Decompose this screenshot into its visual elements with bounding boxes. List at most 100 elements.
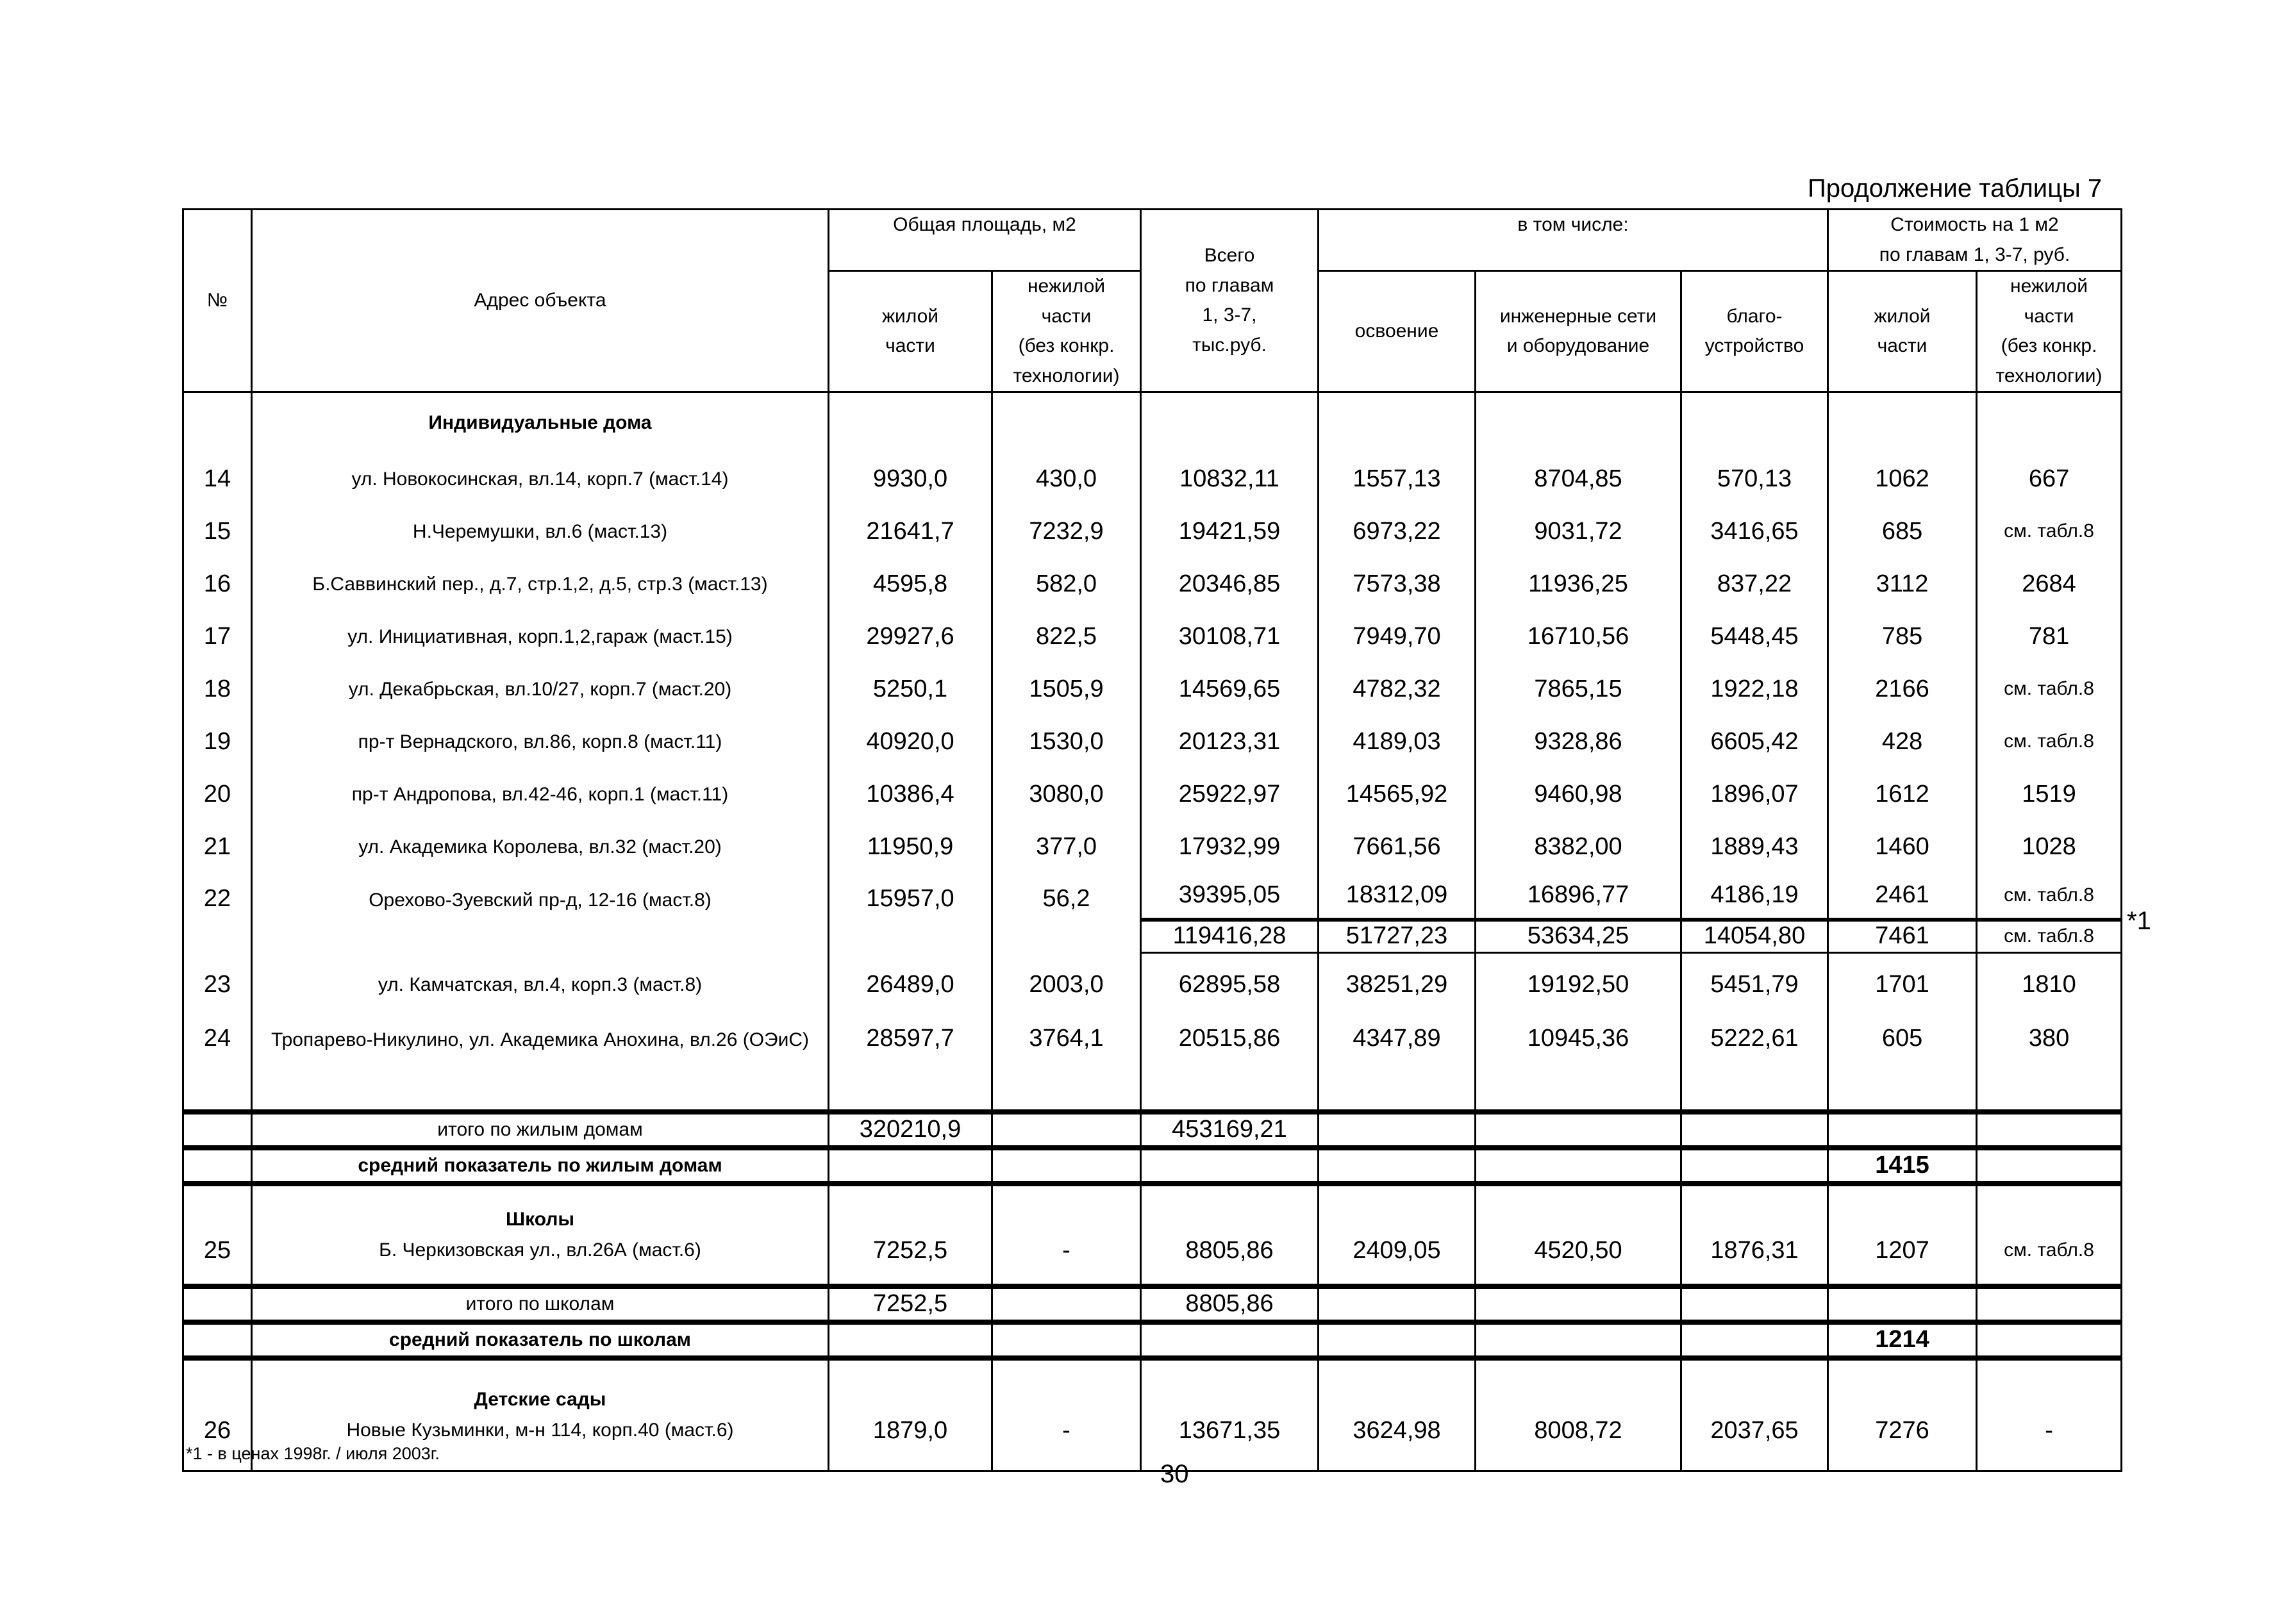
empty-cell <box>1976 1283 2123 1325</box>
cell-dev: 1557,13 <box>1317 452 1476 506</box>
cell-land: 1876,31 <box>1679 1182 1829 1287</box>
cell-living: 40920,0 <box>828 715 993 768</box>
cell-cost-living: 3112 <box>1827 558 1978 611</box>
section-title: Детские сады <box>474 1389 606 1411</box>
cell-living: 4595,8 <box>828 558 993 611</box>
empty-cell <box>1679 1145 1829 1186</box>
subtotal-row: итого по жилым домам 320210,9 453169,21 <box>182 1109 2123 1150</box>
cell-no: 26 <box>182 1357 253 1472</box>
average-label: средний показатель по школам <box>251 1319 829 1361</box>
empty-cell <box>1474 1283 1682 1325</box>
empty-cell <box>828 392 993 453</box>
cell-living: 7252,5 <box>828 1182 993 1287</box>
line: нежилой <box>1027 276 1106 297</box>
cell-no: 18 <box>182 663 253 716</box>
header-area: Общая площадь, м2 <box>828 208 1142 272</box>
cell-dev: 3624,98 <box>1317 1357 1476 1472</box>
header-incl-dev: освоение <box>1317 270 1476 393</box>
cell-alt-eng: 53634,25 <box>1474 917 1682 954</box>
subtotal-total: 8805,86 <box>1140 1283 1319 1325</box>
table-row: 21 ул. Академика Королева, вл.32 (маст.20… <box>182 820 2123 874</box>
header-total-line: Всего <box>1204 245 1255 266</box>
line: нежилой <box>2010 276 2088 297</box>
cell-nonliving: 2003,0 <box>991 952 1142 1017</box>
cell-no: 23 <box>182 952 253 1017</box>
table-row: 20 пр-т Андропова, вл.42-46, корп.1 (маст… <box>182 768 2123 821</box>
cell-cost-living: 1062 <box>1827 452 1978 506</box>
cell-dev: 6973,22 <box>1317 505 1476 558</box>
cell-dev: 38251,29 <box>1317 952 1476 1017</box>
cell-eng: 8382,00 <box>1474 820 1682 874</box>
table-row: 18 ул. Декабрьская, вл.10/27, корп.7 (мас… <box>182 663 2123 716</box>
empty-cell <box>182 1283 253 1325</box>
empty-cell <box>991 1109 1142 1150</box>
cell-total: 20346,85 <box>1140 558 1319 611</box>
empty-cell <box>828 1319 993 1361</box>
header-cost: Стоимость на 1 м2 по главам 1, 3-7, руб. <box>1827 208 2123 272</box>
cell-total: 13671,35 <box>1140 1357 1319 1472</box>
cell-dev: 7661,56 <box>1317 820 1476 874</box>
header-cost-nonliving: нежилой части (без конкр. технологии) <box>1976 270 2123 393</box>
empty-cell <box>1317 1283 1476 1325</box>
cell-eng: 10945,36 <box>1474 1016 1682 1112</box>
cell-land: 4186,19 <box>1679 873 1829 922</box>
header-incl-land: благо-устройство <box>1679 270 1829 393</box>
cell-total: 8805,86 <box>1140 1182 1319 1287</box>
table-row: 24 Тропарево-Никулино, ул. Академика Анох… <box>182 1016 2123 1112</box>
empty-cell <box>1140 392 1319 453</box>
cell-dev: 4347,89 <box>1317 1016 1476 1112</box>
cell-no: 17 <box>182 610 253 663</box>
cell-cost-living: 1612 <box>1827 768 1978 821</box>
table-row: 19 пр-т Вернадского, вл.86, корп.8 (маст.… <box>182 715 2123 768</box>
cell-cost-living: 428 <box>1827 715 1978 768</box>
cell-eng: 16710,56 <box>1474 610 1682 663</box>
subtotal-living: 320210,9 <box>828 1109 993 1150</box>
empty-cell <box>991 1145 1142 1186</box>
cell-eng: 4520,50 <box>1474 1182 1682 1287</box>
line: жилой <box>1874 305 1931 327</box>
empty-cell <box>182 1145 253 1186</box>
average-value: 1214 <box>1827 1319 1978 1361</box>
cell-cost-nonliving: - <box>1976 1357 2123 1472</box>
table-row: 22 Орехово-Зуевский пр-д, 12-16 (маст.8) 1… <box>182 873 2123 953</box>
cell-no: 20 <box>182 768 253 821</box>
line: части <box>2024 305 2074 327</box>
line: инженерные сети <box>1499 305 1657 327</box>
cell-nonliving: 822,5 <box>991 610 1142 663</box>
section-title: Индивидуальные дома <box>251 392 829 453</box>
cell-nonliving: 377,0 <box>991 820 1142 874</box>
cell-eng: 9460,98 <box>1474 768 1682 821</box>
line: части <box>885 335 935 356</box>
empty-cell <box>1140 1145 1319 1186</box>
cell-cost-living: 2166 <box>1827 663 1978 716</box>
cell-dev: 7573,38 <box>1317 558 1476 611</box>
cell-cost-nonliving: 380 <box>1976 1016 2123 1112</box>
cell-dev: 14565,92 <box>1317 768 1476 821</box>
cell-land: 6605,42 <box>1679 715 1829 768</box>
cell-cost-nonliving: см. табл.8 <box>1976 663 2123 716</box>
cell-eng: 8704,85 <box>1474 452 1682 506</box>
line: технологии) <box>1013 365 1120 386</box>
header-address: Адрес объекта <box>251 208 829 393</box>
header-total: Всего по главам 1, 3-7, тыс.руб. <box>1140 208 1319 393</box>
cell-land: 5222,61 <box>1679 1016 1829 1112</box>
line: технологии) <box>1995 365 2102 386</box>
header-total-line: по главам <box>1185 274 1274 296</box>
cell-cost-living: 685 <box>1827 505 1978 558</box>
cell-living: 21641,7 <box>828 505 993 558</box>
empty-cell <box>1827 1109 1978 1150</box>
empty-cell <box>182 392 253 453</box>
cell-nonliving: 582,0 <box>991 558 1142 611</box>
empty-cell <box>991 1283 1142 1325</box>
address-text: Новые Кузьминки, м-н 114, корп.40 (маст.… <box>346 1420 734 1441</box>
cell-eng: 8008,72 <box>1474 1357 1682 1472</box>
cell-eng: 16896,77 <box>1474 873 1682 922</box>
cell-cost-living: 785 <box>1827 610 1978 663</box>
address-cell: Школы Б. Черкизовская ул., вл.26А (маст.6… <box>251 1182 829 1287</box>
cell-nonliving: 430,0 <box>991 452 1142 506</box>
cell-eng: 7865,15 <box>1474 663 1682 716</box>
cell-cost-nonliving: 1519 <box>1976 768 2123 821</box>
header-cost-line: Стоимость на 1 м2 <box>1890 214 2059 235</box>
empty-cell <box>1827 1283 1978 1325</box>
cell-living: 11950,9 <box>828 820 993 874</box>
